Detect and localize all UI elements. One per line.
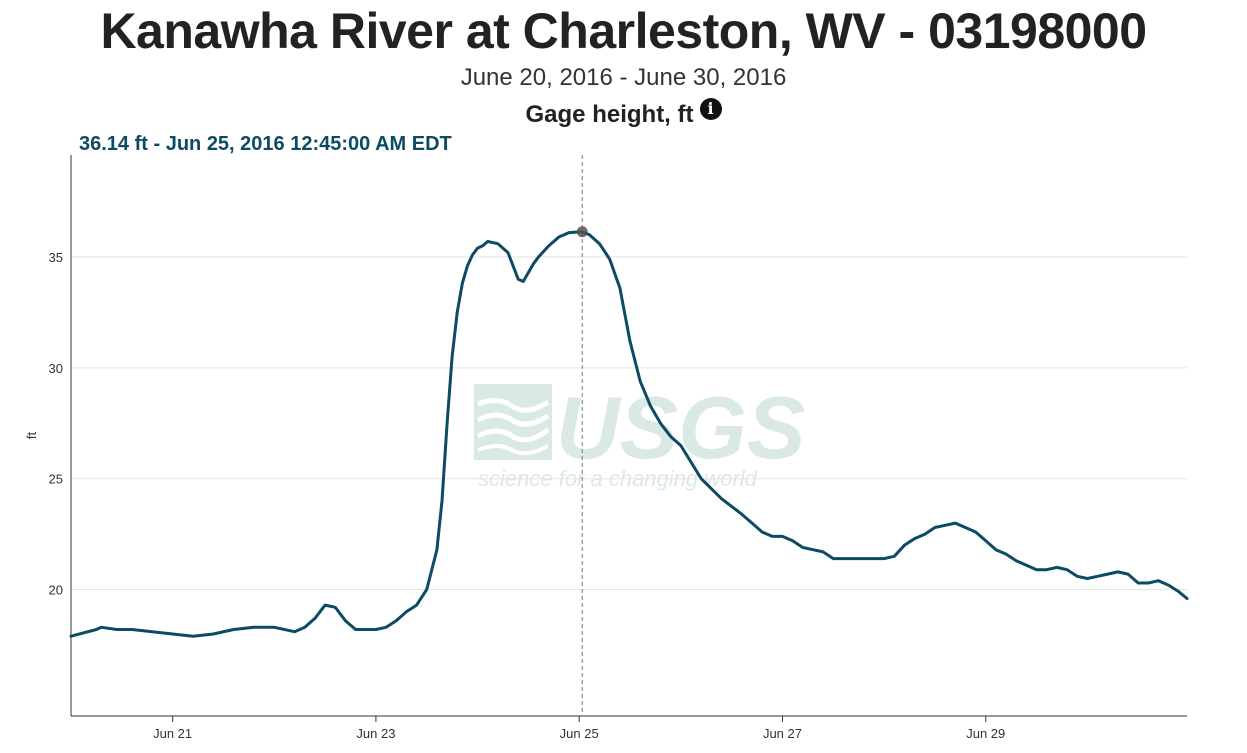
x-axis-tick-labels: Jun 21 Jun 23 Jun 25 Jun 27 Jun 29 [153, 726, 1005, 741]
hover-point[interactable] [576, 226, 588, 238]
usgs-wave-logo [474, 384, 552, 460]
date-range: June 20, 2016 - June 30, 2016 [460, 64, 787, 91]
x-tick-label: Jun 21 [153, 726, 192, 741]
x-tick-label: Jun 27 [763, 726, 802, 741]
y-axis-label: ft [24, 432, 39, 440]
y-tick-label: 30 [49, 361, 63, 376]
parameter-heading: Gage height, ft i [0, 98, 1247, 131]
x-tick-label: Jun 23 [356, 726, 395, 741]
tooltip-readout: 36.14 ft - Jun 25, 2016 12:45:00 AM EDT [79, 133, 452, 155]
usgs-watermark: USGS science for a changing world [474, 378, 805, 491]
gridlines [71, 256, 1187, 591]
parameter-label: Gage height, ft [525, 101, 694, 128]
x-tick-label: Jun 29 [966, 726, 1005, 741]
watermark-logo-text: USGS [556, 378, 805, 477]
page-title: Kanawha River at Charleston, WV - 031980… [100, 3, 1147, 59]
gage-height-line[interactable] [69, 230, 1189, 638]
y-axis-tick-labels: 20 25 30 35 [49, 250, 63, 598]
y-tick-label: 35 [49, 250, 63, 265]
y-tick-label: 20 [49, 583, 63, 598]
axes [70, 155, 1187, 722]
y-tick-label: 25 [49, 472, 63, 487]
info-icon[interactable]: i [699, 98, 722, 120]
x-tick-label: Jun 25 [560, 726, 599, 741]
